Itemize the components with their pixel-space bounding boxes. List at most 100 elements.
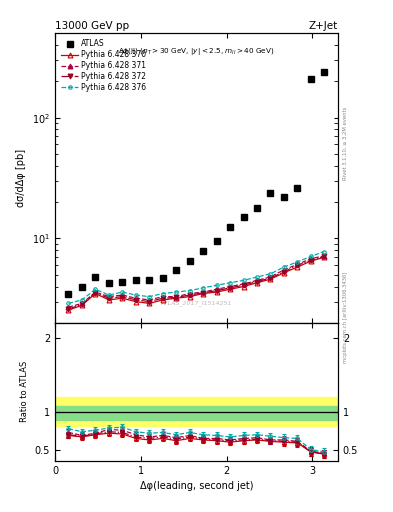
Pythia 6.428 376 bbox=[241, 278, 246, 284]
Pythia 6.428 370 bbox=[282, 270, 286, 276]
Pythia 6.428 371 bbox=[228, 284, 233, 290]
ATLAS bbox=[80, 284, 84, 290]
Pythia 6.428 376 bbox=[160, 290, 165, 296]
Text: ATLAS_2017_I1514251: ATLAS_2017_I1514251 bbox=[161, 300, 232, 306]
Pythia 6.428 376 bbox=[282, 264, 286, 270]
Pythia 6.428 370 bbox=[241, 284, 246, 290]
ATLAS bbox=[66, 290, 71, 296]
Pythia 6.428 371 bbox=[66, 304, 71, 310]
Pythia 6.428 371 bbox=[255, 278, 259, 284]
Pythia 6.428 370 bbox=[187, 293, 192, 300]
ATLAS bbox=[201, 248, 206, 254]
ATLAS bbox=[255, 205, 259, 211]
Text: mcplots.cern.ch [arXiv:1306.3436]: mcplots.cern.ch [arXiv:1306.3436] bbox=[343, 272, 348, 363]
Pythia 6.428 372 bbox=[66, 306, 71, 312]
Pythia 6.428 372 bbox=[93, 290, 98, 296]
Pythia 6.428 370 bbox=[201, 290, 206, 296]
ATLAS bbox=[214, 238, 219, 244]
ATLAS bbox=[241, 214, 246, 220]
ATLAS bbox=[93, 274, 98, 280]
Pythia 6.428 371 bbox=[322, 252, 327, 259]
Text: $\Delta\phi$(jj) ($p_T > 30$ GeV, $|y| < 2.5$, $m_{ll} > 40$ GeV): $\Delta\phi$(jj) ($p_T > 30$ GeV, $|y| <… bbox=[118, 46, 275, 57]
Y-axis label: dσ/dΔφ [pb]: dσ/dΔφ [pb] bbox=[17, 149, 26, 207]
Pythia 6.428 376 bbox=[147, 293, 152, 300]
Text: Z+Jet: Z+Jet bbox=[309, 21, 338, 31]
Pythia 6.428 370 bbox=[120, 295, 125, 301]
Pythia 6.428 376 bbox=[295, 259, 300, 265]
Line: Pythia 6.428 372: Pythia 6.428 372 bbox=[66, 254, 327, 312]
Pythia 6.428 371 bbox=[93, 289, 98, 295]
Pythia 6.428 376 bbox=[214, 282, 219, 288]
Pythia 6.428 370 bbox=[66, 307, 71, 313]
Pythia 6.428 376 bbox=[66, 301, 71, 307]
Pythia 6.428 371 bbox=[282, 267, 286, 273]
Line: Pythia 6.428 371: Pythia 6.428 371 bbox=[66, 253, 327, 310]
Pythia 6.428 372 bbox=[309, 257, 313, 263]
X-axis label: Δφ(leading, second jet): Δφ(leading, second jet) bbox=[140, 481, 253, 491]
Pythia 6.428 376 bbox=[120, 289, 125, 295]
Line: Pythia 6.428 376: Pythia 6.428 376 bbox=[67, 250, 326, 305]
Pythia 6.428 371 bbox=[160, 293, 165, 300]
Pythia 6.428 376 bbox=[268, 271, 273, 277]
ATLAS bbox=[134, 278, 138, 284]
Pythia 6.428 370 bbox=[147, 301, 152, 307]
Pythia 6.428 372 bbox=[295, 262, 300, 268]
Pythia 6.428 372 bbox=[120, 293, 125, 300]
Bar bbox=[55, 407, 338, 420]
Pythia 6.428 376 bbox=[309, 253, 313, 260]
ATLAS bbox=[282, 194, 286, 200]
Pythia 6.428 376 bbox=[187, 288, 192, 294]
Y-axis label: Ratio to ATLAS: Ratio to ATLAS bbox=[20, 361, 29, 422]
Pythia 6.428 372 bbox=[134, 297, 138, 303]
Pythia 6.428 376 bbox=[322, 248, 327, 254]
ATLAS bbox=[147, 278, 152, 284]
Pythia 6.428 376 bbox=[93, 286, 98, 292]
ATLAS bbox=[295, 185, 300, 191]
Pythia 6.428 371 bbox=[214, 286, 219, 292]
Pythia 6.428 370 bbox=[228, 286, 233, 292]
Pythia 6.428 371 bbox=[134, 295, 138, 301]
Legend: ATLAS, Pythia 6.428 370, Pythia 6.428 371, Pythia 6.428 372, Pythia 6.428 376: ATLAS, Pythia 6.428 370, Pythia 6.428 37… bbox=[59, 37, 149, 94]
Pythia 6.428 376 bbox=[201, 285, 206, 291]
Pythia 6.428 371 bbox=[174, 293, 179, 300]
Pythia 6.428 371 bbox=[120, 292, 125, 298]
ATLAS bbox=[228, 224, 233, 230]
Pythia 6.428 370 bbox=[80, 302, 84, 308]
ATLAS bbox=[120, 279, 125, 285]
Pythia 6.428 372 bbox=[187, 292, 192, 298]
ATLAS bbox=[268, 189, 273, 196]
Pythia 6.428 370 bbox=[255, 280, 259, 286]
Pythia 6.428 372 bbox=[268, 275, 273, 281]
Pythia 6.428 371 bbox=[80, 301, 84, 307]
Pythia 6.428 370 bbox=[174, 295, 179, 301]
Pythia 6.428 371 bbox=[187, 290, 192, 296]
Pythia 6.428 370 bbox=[295, 264, 300, 270]
ATLAS bbox=[187, 258, 192, 264]
Text: Rivet 3.1.10, ≥ 3.2M events: Rivet 3.1.10, ≥ 3.2M events bbox=[343, 106, 348, 180]
Pythia 6.428 370 bbox=[160, 297, 165, 303]
Pythia 6.428 376 bbox=[107, 292, 111, 298]
Pythia 6.428 370 bbox=[134, 298, 138, 305]
Pythia 6.428 370 bbox=[93, 290, 98, 296]
Line: Pythia 6.428 370: Pythia 6.428 370 bbox=[66, 255, 327, 313]
Text: 13000 GeV pp: 13000 GeV pp bbox=[55, 21, 129, 31]
Pythia 6.428 371 bbox=[268, 274, 273, 280]
Pythia 6.428 372 bbox=[214, 288, 219, 294]
Line: ATLAS: ATLAS bbox=[66, 69, 327, 296]
Pythia 6.428 376 bbox=[174, 289, 179, 295]
Pythia 6.428 372 bbox=[241, 282, 246, 288]
Pythia 6.428 371 bbox=[147, 297, 152, 303]
Pythia 6.428 372 bbox=[255, 279, 259, 285]
Pythia 6.428 371 bbox=[107, 293, 111, 300]
Pythia 6.428 372 bbox=[147, 298, 152, 305]
Pythia 6.428 372 bbox=[160, 295, 165, 301]
Pythia 6.428 371 bbox=[309, 255, 313, 262]
Pythia 6.428 370 bbox=[309, 258, 313, 264]
Pythia 6.428 370 bbox=[268, 276, 273, 282]
Pythia 6.428 371 bbox=[241, 281, 246, 287]
Pythia 6.428 372 bbox=[228, 285, 233, 291]
Pythia 6.428 372 bbox=[80, 301, 84, 307]
ATLAS bbox=[174, 267, 179, 273]
Pythia 6.428 371 bbox=[295, 261, 300, 267]
Pythia 6.428 370 bbox=[322, 254, 327, 260]
